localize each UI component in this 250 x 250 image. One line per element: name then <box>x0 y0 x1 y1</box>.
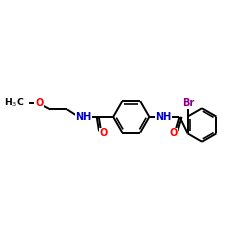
Text: O: O <box>169 128 177 138</box>
Text: O: O <box>99 128 108 138</box>
Text: NH: NH <box>155 112 172 122</box>
Text: Br: Br <box>182 98 195 108</box>
Text: NH: NH <box>76 112 92 122</box>
Text: O: O <box>35 98 43 108</box>
Text: H$_3$C: H$_3$C <box>4 96 24 109</box>
